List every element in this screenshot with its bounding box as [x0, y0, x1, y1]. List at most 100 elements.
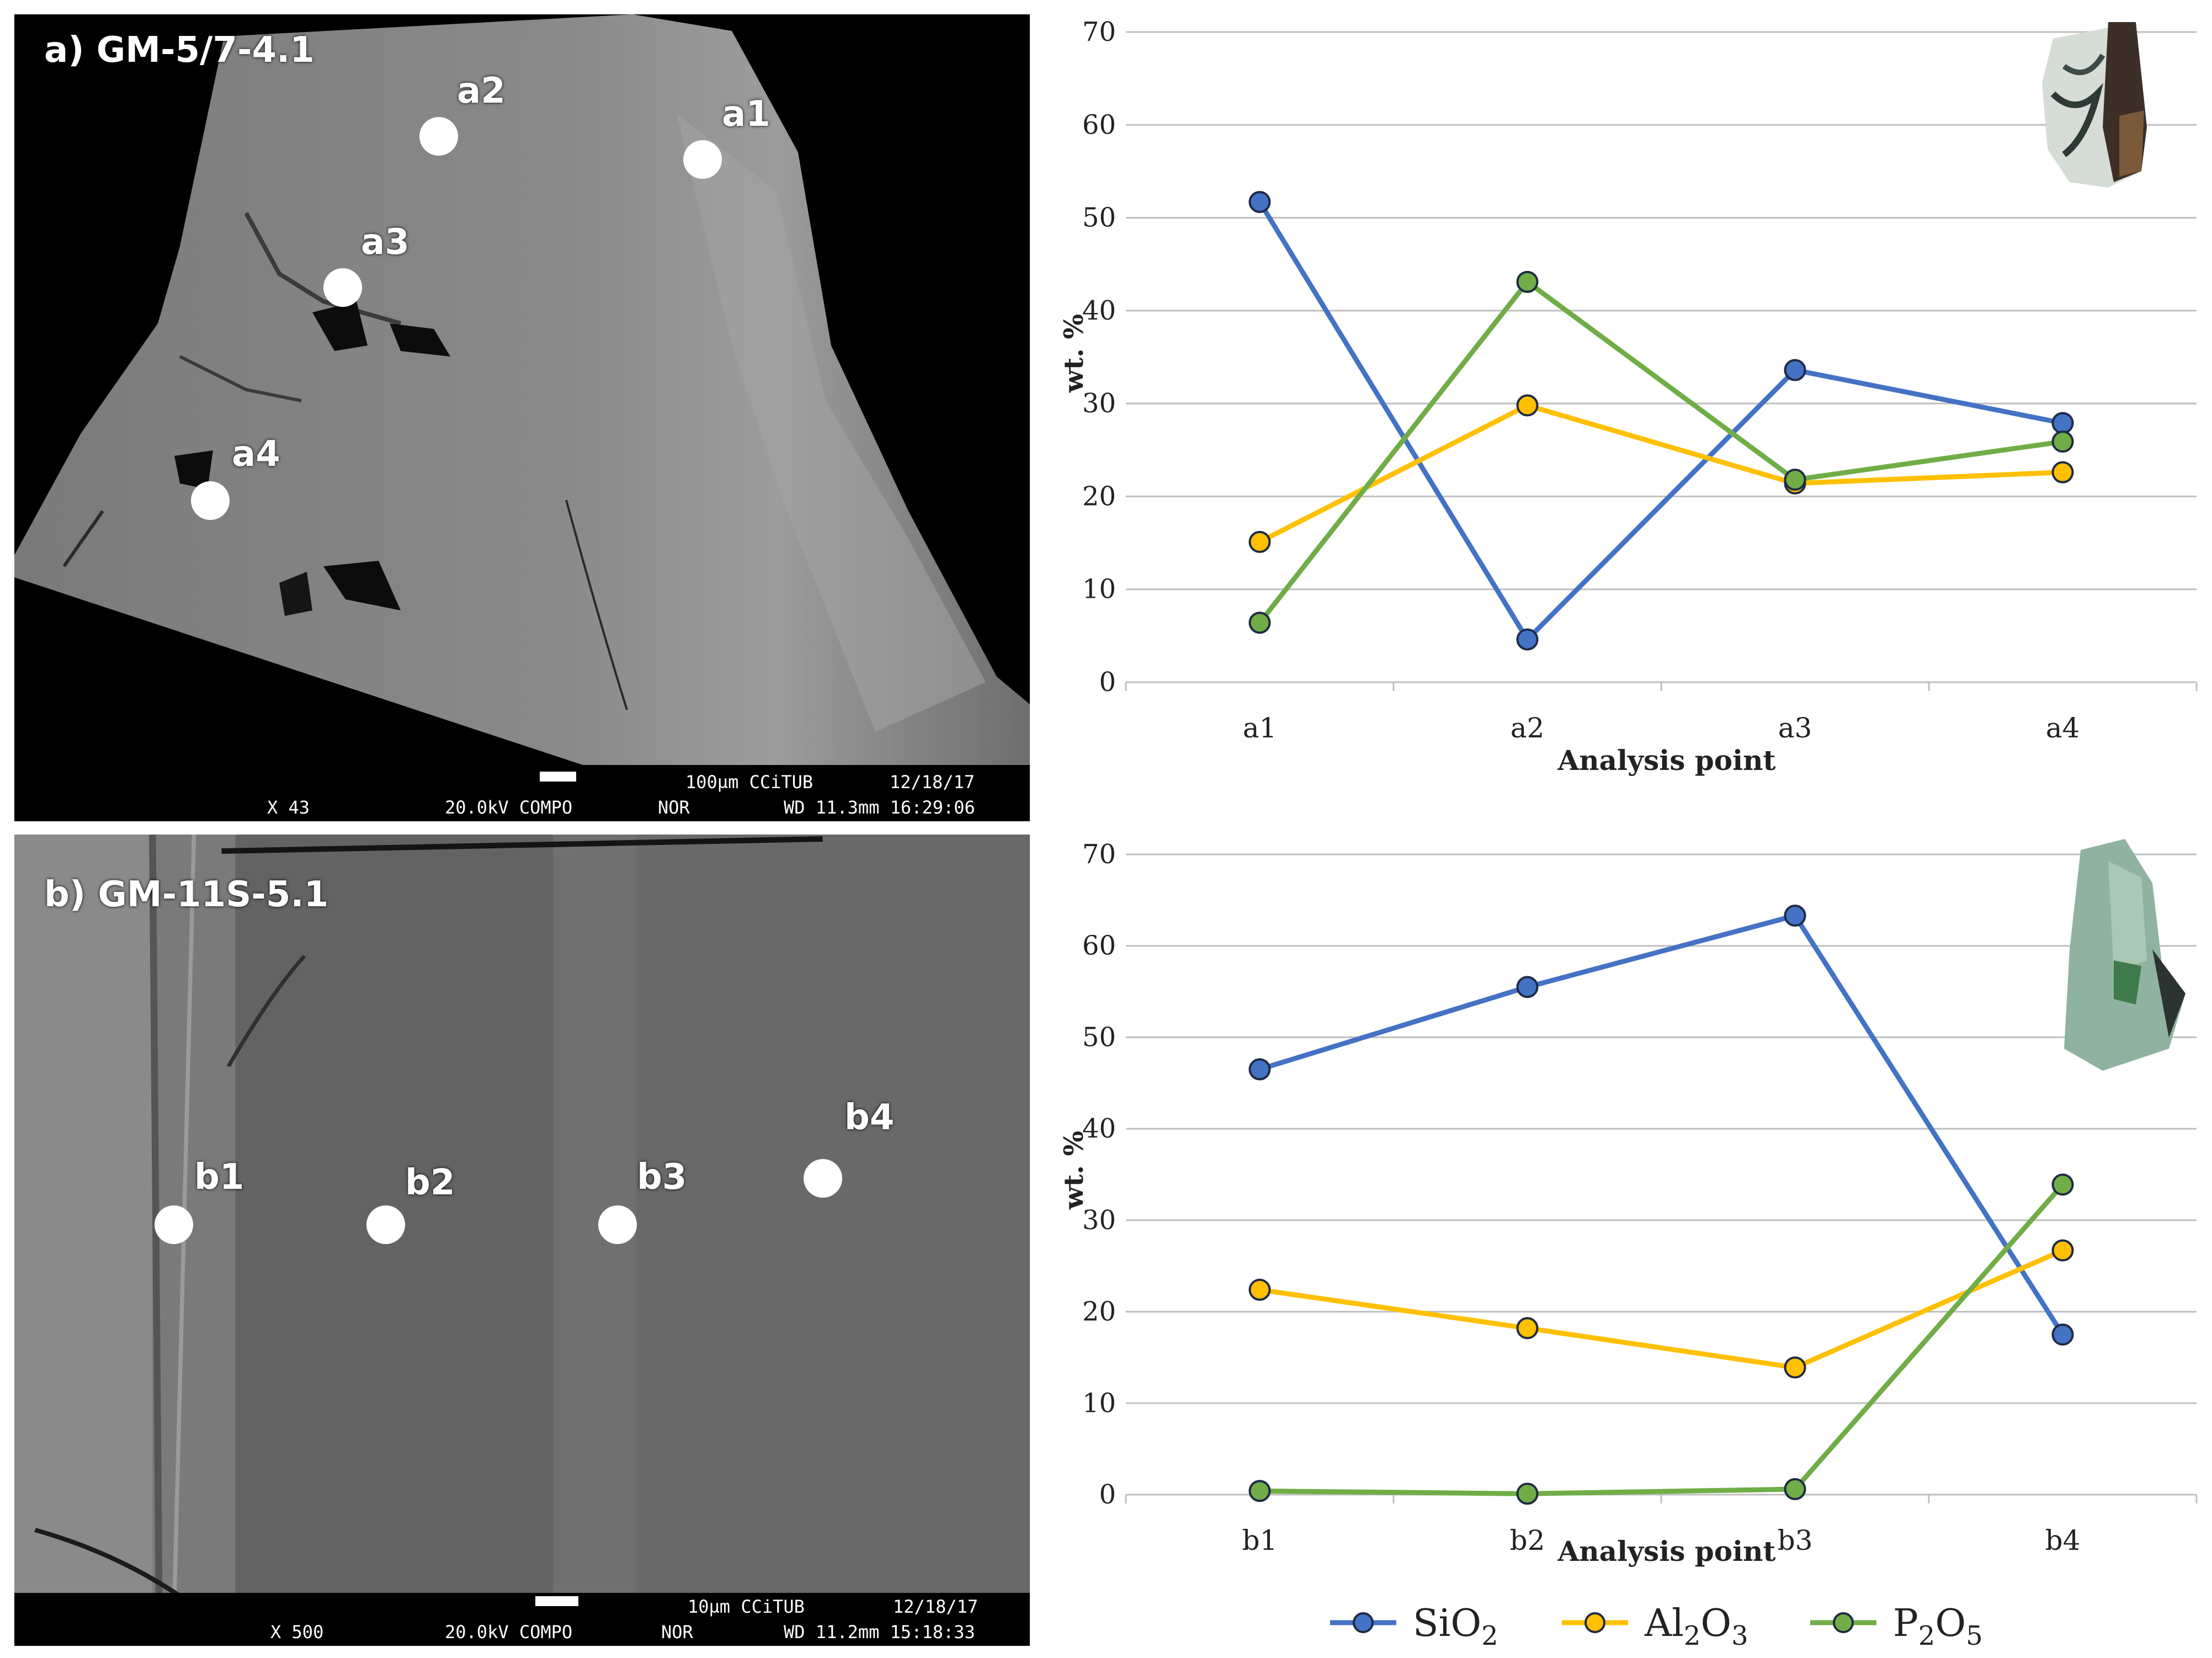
panel-b-label: b) GM-11S-5.1 — [44, 874, 329, 915]
analysis-point-marker-a2 — [419, 117, 458, 156]
chart-a-point-al2o3 — [1516, 394, 1539, 417]
chart-a-y-ticks: 0 10 20 30 40 50 60 70 — [1082, 17, 1116, 698]
chart-b-line-p2o5 — [1259, 1183, 2065, 1496]
chart-b-y-tick-label: 20 — [1082, 1296, 1116, 1327]
chart-b-x-axis-label: Analysis point — [1557, 1535, 1775, 1567]
chart-b-point-al2o3 — [1516, 1317, 1539, 1340]
sem-image-b: b) GM-11S-5.1 b1 b2 b3 b4 10µm CCiTUB 12… — [14, 835, 1030, 1646]
sem-mode-b: NOR — [661, 1622, 693, 1643]
line-chart-b: 0 10 20 30 40 50 60 70 b1 b2 b3 b4 wt. % Analysis … — [1059, 839, 2198, 1567]
sem-wd-b: WD 11.2mm 15:18:33 — [784, 1622, 975, 1643]
chart-a-y-axis-label: wt. % — [1059, 314, 1089, 394]
chart-a-y-tick-label: 20 — [1082, 481, 1116, 512]
line-chart-a: 0 10 20 30 40 50 60 70 a1 a2 a3 a4 wt. % Analysis … — [1059, 17, 2198, 777]
chart-b-series — [1248, 905, 2074, 1505]
analysis-point-marker-a3 — [323, 268, 362, 307]
chart-a-x-tick-label: a4 — [2046, 712, 2080, 744]
sem-magnification-b: X 500 — [270, 1622, 324, 1643]
analysis-point-label-b3: b3 — [637, 1157, 687, 1198]
chart-a-x-tick-label: a1 — [1243, 712, 1277, 744]
chart-b-x-tick-label: b1 — [1242, 1524, 1278, 1556]
chart-b-point-sio2 — [1784, 905, 1806, 927]
chart-a-point-sio2 — [1784, 359, 1806, 381]
chart-b-point-p2o5 — [1248, 1480, 1271, 1502]
chart-a-x-tick-label: a3 — [1778, 712, 1812, 744]
chart-a-x-axis-label: Analysis point — [1557, 744, 1775, 777]
chart-b-y-tick-label: 70 — [1082, 839, 1116, 870]
sample-thumbnail-b — [2064, 839, 2186, 1071]
chart-b-y-ticks: 0 10 20 30 40 50 60 70 — [1082, 839, 1116, 1510]
chart-b-point-al2o3 — [1248, 1278, 1271, 1301]
chart-b-x-tick-label: b3 — [1778, 1524, 1813, 1556]
chart-b-y-tick-label: 0 — [1099, 1479, 1116, 1510]
sem-info-bar-b: 10µm CCiTUB 12/18/17 X 500 20.0kV COMPO … — [14, 1593, 1030, 1646]
sem-sample-b-texture — [14, 835, 1030, 1646]
chart-b-point-p2o5 — [1784, 1478, 1806, 1501]
chart-a-point-sio2 — [1248, 190, 1271, 213]
sem-mode-a: NOR — [658, 797, 690, 818]
chart-a-point-sio2 — [2051, 412, 2074, 434]
chart-b-y-tick-label: 50 — [1082, 1022, 1116, 1053]
analysis-point-label-b1: b1 — [194, 1157, 244, 1198]
chart-b-y-axis-label: wt. % — [1059, 1131, 1089, 1210]
analysis-point-label-a2: a2 — [457, 71, 506, 111]
chart-b-point-sio2 — [2051, 1324, 2074, 1346]
chart-a-y-tick-label: 60 — [1082, 109, 1116, 140]
chart-a-line-sio2 — [1257, 200, 2064, 642]
chart-b-point-sio2 — [1516, 976, 1539, 998]
sem-sample-a-texture — [14, 14, 1030, 765]
chart-b-y-tick-label: 30 — [1082, 1205, 1116, 1236]
chart-legend: SiO2 Al2O3 P2O5 — [1330, 1602, 1983, 1651]
chart-a-y-tick-label: 10 — [1082, 574, 1116, 605]
sem-scale-b: 10µm CCiTUB — [688, 1596, 805, 1617]
chart-b-x-categories: b1 b2 b3 b4 — [1242, 1524, 2081, 1556]
sem-voltage-b: 20.0kV COMPO — [445, 1622, 573, 1643]
chart-b-point-al2o3 — [2051, 1239, 2074, 1262]
chart-a-grid — [1125, 31, 2198, 691]
legend-item-sio2: SiO2 — [1330, 1602, 1498, 1651]
sem-wd-a: WD 11.3mm 16:29:06 — [784, 797, 975, 818]
analysis-point-marker-b4 — [804, 1159, 842, 1198]
chart-a-point-sio2 — [1516, 628, 1539, 651]
chart-b-line-sio2 — [1259, 913, 2065, 1336]
legend-marker-p2o5 — [1833, 1612, 1854, 1633]
chart-a-y-tick-label: 70 — [1082, 17, 1116, 47]
chart-b-y-tick-label: 60 — [1082, 931, 1116, 961]
analysis-point-label-a4: a4 — [232, 434, 280, 475]
scale-bar-b — [535, 1596, 578, 1606]
chart-a-line-p2o5 — [1257, 279, 2064, 625]
sem-info-bar-a: 100µm CCiTUB 12/18/17 X 43 20.0kV COMPO … — [14, 768, 1030, 821]
chart-a-line-al2o3 — [1258, 403, 2063, 544]
chart-a-point-p2o5 — [1248, 612, 1271, 634]
chart-b-x-tick-label: b2 — [1510, 1524, 1545, 1556]
analysis-point-label-b4: b4 — [844, 1097, 895, 1138]
chart-a-y-tick-label: 30 — [1082, 388, 1116, 419]
analysis-point-marker-b3 — [598, 1205, 637, 1244]
chart-b-point-p2o5 — [2051, 1173, 2074, 1196]
analysis-point-marker-a4 — [191, 481, 230, 520]
sem-voltage-a: 20.0kV COMPO — [445, 797, 573, 818]
legend-item-al2o3: Al2O3 — [1562, 1602, 1748, 1651]
chart-b-point-sio2 — [1248, 1058, 1271, 1081]
chart-a-x-tick-label: a2 — [1511, 712, 1545, 744]
analysis-point-marker-a1 — [683, 140, 722, 179]
legend-marker-sio2 — [1353, 1612, 1374, 1633]
analysis-point-label-b2: b2 — [405, 1162, 455, 1203]
scale-bar-a — [540, 772, 576, 782]
panel-a-label: a) GM-5/7-4.1 — [44, 30, 315, 71]
chart-a-point-al2o3 — [2051, 461, 2074, 483]
analysis-point-marker-b1 — [155, 1205, 193, 1244]
legend-label-sio2: SiO2 — [1413, 1602, 1498, 1651]
sem-date-b: 12/18/17 — [893, 1596, 979, 1617]
sample-thumbnail-a — [2042, 22, 2147, 188]
chart-b-y-tick-label: 40 — [1082, 1113, 1116, 1144]
chart-a-y-tick-label: 0 — [1099, 667, 1116, 698]
sem-scale-a: 100µm CCiTUB — [685, 772, 813, 793]
sem-date-a: 12/18/17 — [890, 772, 975, 793]
analysis-point-label-a1: a1 — [722, 94, 770, 135]
legend-label-al2o3: Al2O3 — [1644, 1602, 1748, 1651]
chart-a-y-tick-label: 40 — [1082, 295, 1116, 326]
chart-a-point-p2o5 — [2051, 431, 2074, 453]
chart-a-series — [1248, 190, 2074, 651]
chart-b-x-tick-label: b4 — [2045, 1524, 2081, 1556]
